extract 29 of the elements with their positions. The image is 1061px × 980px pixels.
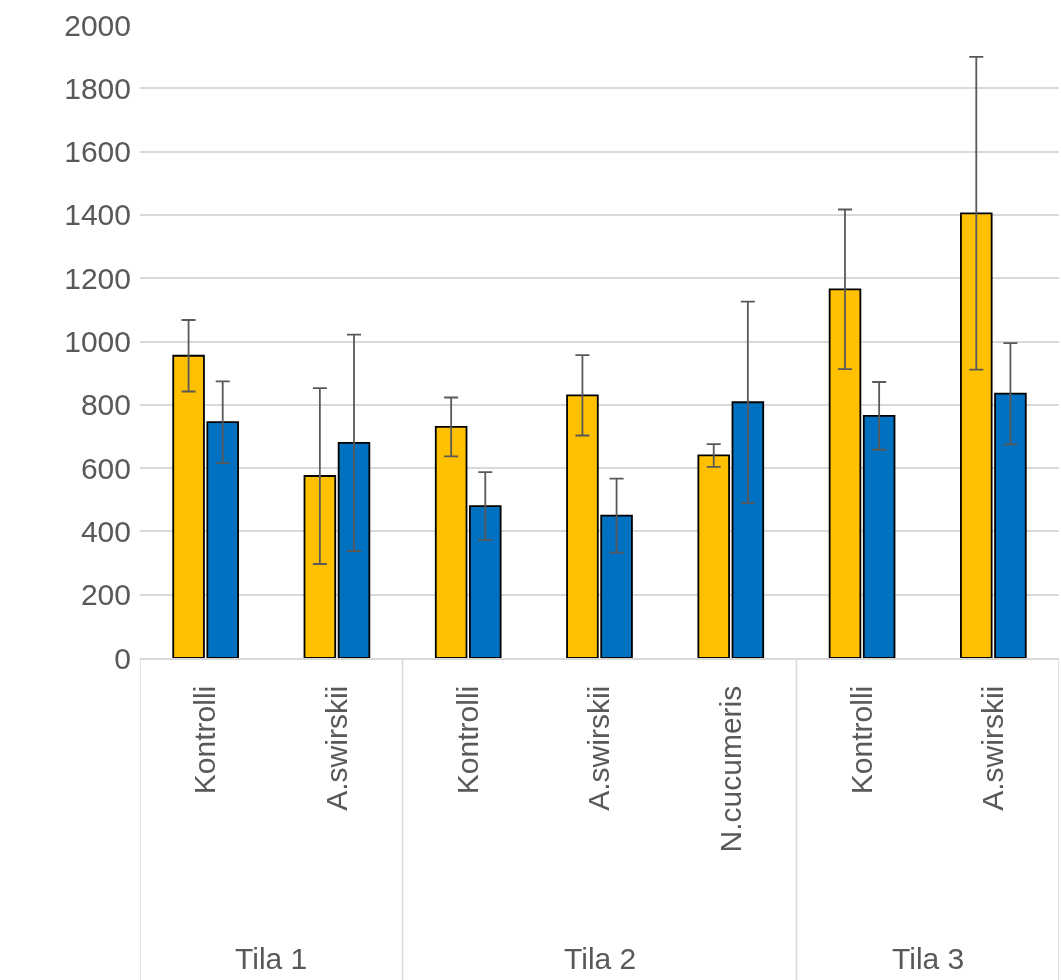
bar <box>828 288 862 658</box>
y-tick-label: 2000 <box>64 8 131 42</box>
y-tick-label: 600 <box>80 451 131 485</box>
bar <box>697 454 730 658</box>
x-tick-label: A.swirskii <box>582 685 616 811</box>
y-tick-label: 1200 <box>64 261 131 295</box>
y-tick-label: 0 <box>114 641 131 675</box>
y-tick-label: 400 <box>80 514 131 548</box>
y-tick-label: 1600 <box>64 135 131 169</box>
bar <box>862 414 896 658</box>
bar <box>303 475 337 658</box>
y-tick-label: 1000 <box>64 325 131 358</box>
y-tick-label: 1800 <box>64 71 131 105</box>
y-tick-label: 200 <box>80 578 131 612</box>
y-tick-label: 800 <box>80 388 131 422</box>
text: Tila 2 <box>564 942 637 975</box>
text: Tila 1 <box>235 942 308 975</box>
text: Tila 3 <box>892 942 965 975</box>
bar <box>731 401 765 658</box>
x-tick-label: Kontrolli <box>188 685 222 795</box>
x-tick-label: A.swirskii <box>976 685 1010 811</box>
x-tick-label: A.swirskii <box>319 685 353 811</box>
bar <box>469 505 502 658</box>
x-tick-label: N.cucumeris <box>713 685 747 853</box>
bar <box>337 441 371 658</box>
y-tick-label: 1400 <box>64 198 131 232</box>
x-tick-label: Kontrolli <box>450 685 484 795</box>
bar <box>434 426 468 658</box>
x-tick-label: Kontrolli <box>844 685 878 795</box>
